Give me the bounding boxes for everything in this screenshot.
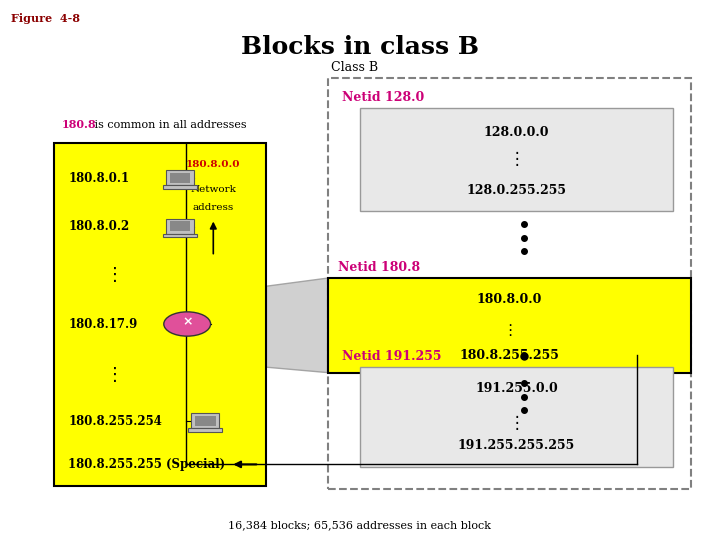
Polygon shape xyxy=(266,278,328,373)
FancyBboxPatch shape xyxy=(191,414,220,428)
FancyBboxPatch shape xyxy=(166,171,194,185)
Text: 180.8.0.0: 180.8.0.0 xyxy=(186,160,240,169)
Text: Netid 128.0: Netid 128.0 xyxy=(342,91,424,104)
Text: Netid 180.8: Netid 180.8 xyxy=(338,261,420,274)
Text: 180.8.255.255 (Special): 180.8.255.255 (Special) xyxy=(68,458,225,471)
Text: ×: × xyxy=(182,315,192,328)
Text: ⋮: ⋮ xyxy=(508,414,525,431)
Text: 180.8.255.255: 180.8.255.255 xyxy=(459,349,559,362)
Text: Figure  4-8: Figure 4-8 xyxy=(11,14,80,24)
FancyBboxPatch shape xyxy=(189,429,222,432)
FancyBboxPatch shape xyxy=(360,108,673,211)
Text: Netid 191.255: Netid 191.255 xyxy=(342,350,441,363)
Text: address: address xyxy=(193,204,234,212)
Text: ⋮: ⋮ xyxy=(107,366,125,384)
FancyBboxPatch shape xyxy=(360,367,673,467)
Text: Blocks in class B: Blocks in class B xyxy=(241,35,479,59)
Text: 180.8.0.2: 180.8.0.2 xyxy=(68,220,130,233)
FancyBboxPatch shape xyxy=(54,143,266,486)
Text: ⋮: ⋮ xyxy=(107,266,125,285)
FancyBboxPatch shape xyxy=(163,186,197,189)
FancyBboxPatch shape xyxy=(195,416,215,426)
Text: 128.0.0.0: 128.0.0.0 xyxy=(484,126,549,139)
Text: Network: Network xyxy=(190,185,236,193)
Text: 191.255.0.0: 191.255.0.0 xyxy=(475,382,558,395)
Text: 180.8: 180.8 xyxy=(61,119,96,130)
Text: 180.8.255.254: 180.8.255.254 xyxy=(68,415,162,428)
Text: 180.8.17.9: 180.8.17.9 xyxy=(68,318,138,330)
FancyBboxPatch shape xyxy=(163,234,197,238)
Text: is common in all addresses: is common in all addresses xyxy=(91,119,247,130)
Text: ⋮: ⋮ xyxy=(502,323,517,338)
Ellipse shape xyxy=(164,312,211,336)
FancyBboxPatch shape xyxy=(328,278,691,373)
Text: ⋮: ⋮ xyxy=(508,150,525,168)
Text: 180.8.0.0: 180.8.0.0 xyxy=(477,293,542,306)
Text: 16,384 blocks; 65,536 addresses in each block: 16,384 blocks; 65,536 addresses in each … xyxy=(228,520,492,530)
FancyBboxPatch shape xyxy=(166,219,194,234)
Text: Class B: Class B xyxy=(331,61,378,74)
FancyBboxPatch shape xyxy=(170,173,190,183)
FancyBboxPatch shape xyxy=(170,221,190,231)
Text: 180.8.0.1: 180.8.0.1 xyxy=(68,172,130,185)
Text: 128.0.255.255: 128.0.255.255 xyxy=(467,184,567,197)
Text: 191.255.255.255: 191.255.255.255 xyxy=(458,439,575,452)
